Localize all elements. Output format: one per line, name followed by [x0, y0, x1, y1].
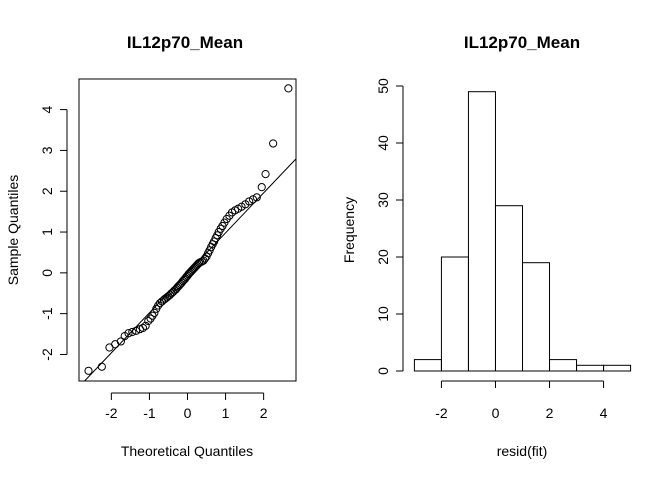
qq-point: [128, 327, 137, 337]
qq-point: [197, 257, 207, 266]
histogram-bar: [467, 91, 496, 372]
qq-point: [199, 256, 208, 265]
histogram-panel: IL12p70_Mean -2 0 2 4 0 10 20 30 40 50 resid(fit…: [341, 33, 632, 459]
qq-y-axis: -2 -1 0 1 2 3 4: [39, 106, 68, 361]
histogram-y-tick-label: 10: [375, 306, 391, 322]
qq-point: [116, 337, 125, 346]
qq-y-tick-label: 3: [39, 146, 55, 154]
histogram-x-axis-label: resid(fit): [497, 443, 548, 459]
qq-point: [269, 139, 278, 148]
histogram-x-tick-label: 2: [546, 405, 554, 421]
qq-point: [150, 308, 159, 317]
histogram-x-tick-label: -2: [435, 405, 448, 421]
qq-plot-panel: IL12p70_Mean -2 -1 0 1 2 -2 -1 0 1 2 3 4 Theoretic…: [5, 33, 297, 459]
qq-x-axis-label: Theoretical Quantiles: [121, 443, 253, 459]
histogram-bar: [440, 256, 469, 372]
histogram-y-axis: 0 10 20 30 40 50: [375, 78, 404, 375]
qq-y-tick-label: -1: [39, 307, 55, 320]
qq-x-tick-label: 2: [260, 405, 268, 421]
qq-point: [168, 287, 178, 297]
qq-point: [144, 316, 153, 326]
histogram-bar: [494, 205, 524, 372]
qq-y-tick-label: 2: [39, 187, 55, 195]
qq-point: [165, 290, 175, 299]
qq-point: [84, 366, 93, 375]
histogram-bars: [413, 91, 632, 372]
qq-y-tick-label: 0: [39, 269, 55, 277]
histogram-bar: [576, 364, 605, 372]
qq-x-tick-label: 0: [184, 405, 192, 421]
qq-point: [252, 193, 261, 202]
qq-point: [284, 84, 293, 93]
qq-x-tick-label: -1: [143, 405, 156, 421]
qq-point: [167, 289, 176, 298]
histogram-y-tick-label: 20: [375, 249, 391, 265]
qq-points: [84, 84, 293, 375]
qq-reference-line: [84, 158, 297, 382]
qq-x-tick-label: 1: [222, 405, 230, 421]
qq-point: [141, 321, 150, 331]
histogram-y-axis-label: Frequency: [341, 197, 357, 263]
qq-point: [261, 169, 270, 179]
histogram-y-tick-label: 40: [375, 135, 391, 151]
qq-y-tick-label: 1: [39, 228, 55, 236]
qq-point: [193, 260, 202, 269]
qq-point: [257, 183, 266, 192]
histogram-y-tick-label: 0: [375, 367, 391, 375]
histogram-title: IL12p70_Mean: [464, 33, 580, 52]
histogram-x-tick-label: 0: [492, 405, 500, 421]
histogram-bar: [413, 359, 442, 372]
histogram-bar: [522, 262, 551, 372]
qq-point: [132, 326, 141, 335]
histogram-x-axis: -2 0 2 4: [435, 380, 608, 421]
qq-y-tick-label: -2: [39, 348, 55, 361]
qq-x-axis: -2 -1 0 1 2: [105, 392, 268, 421]
qq-point: [164, 292, 173, 301]
qq-plot-title: IL12p70_Mean: [127, 33, 243, 52]
histogram-x-tick-label: 4: [600, 405, 608, 421]
qq-x-tick-label: -2: [105, 405, 118, 421]
qq-y-tick-label: 4: [39, 106, 55, 114]
qq-point: [97, 362, 106, 371]
histogram-bar: [603, 364, 632, 372]
qq-point: [248, 195, 258, 204]
qq-point: [138, 323, 148, 333]
qq-plot-frame: [78, 78, 297, 382]
histogram-bar: [549, 359, 578, 372]
qq-y-axis-label: Sample Quantiles: [5, 175, 21, 286]
histogram-y-tick-label: 50: [375, 78, 391, 94]
qq-point: [124, 329, 133, 338]
qq-point: [245, 197, 254, 206]
histogram-y-tick-label: 30: [375, 192, 391, 208]
